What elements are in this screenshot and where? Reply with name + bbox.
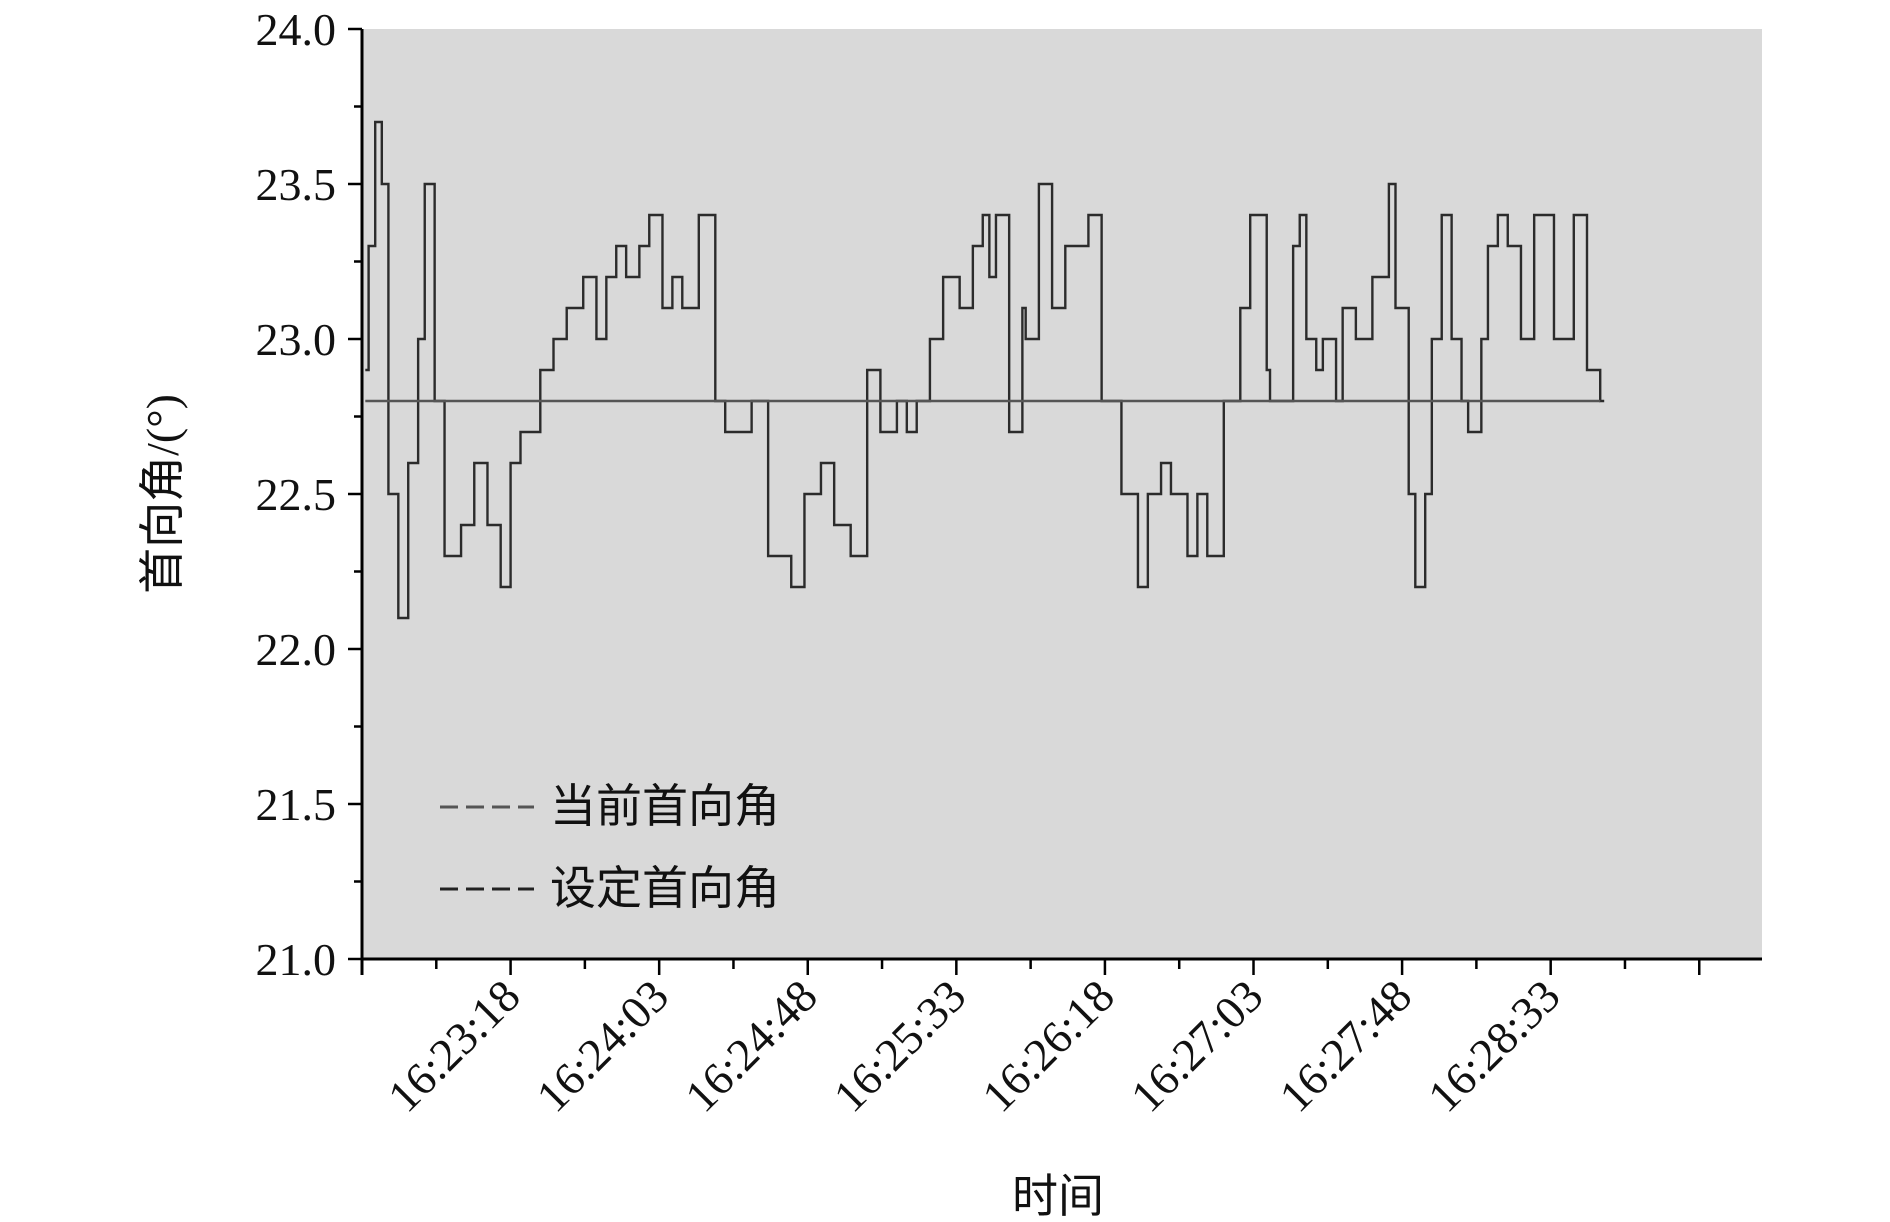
x-tick-label: 16:23:18 [378, 970, 530, 1122]
x-tick-label: 16:27:03 [1121, 970, 1273, 1122]
y-axis-label: 首向角/(°) [137, 394, 188, 594]
legend-label-setpoint: 设定首向角 [550, 863, 780, 914]
y-tick-label: 23.5 [256, 159, 337, 210]
y-tick-label: 24.0 [256, 4, 337, 55]
x-tick-label: 16:24:48 [675, 970, 827, 1122]
y-tick-label: 23.0 [256, 314, 337, 365]
x-tick-label: 16:25:33 [824, 970, 976, 1122]
series-layer [365, 120, 1605, 620]
legend-label-current: 当前首向角 [550, 781, 780, 832]
y-tick-label: 22.5 [256, 469, 337, 520]
x-tick-label: 16:26:18 [972, 970, 1124, 1122]
plot-area [362, 29, 1762, 959]
y-tick-label: 21.5 [256, 779, 337, 830]
y-tick-label: 22.0 [256, 624, 337, 675]
x-tick-label: 16:27:48 [1269, 970, 1421, 1122]
x-tick-label: 16:28:33 [1418, 970, 1570, 1122]
x-tick-label: 16:24:03 [527, 970, 679, 1122]
y-tick-label: 21.0 [256, 934, 337, 985]
series-line-current-heading [365, 120, 1605, 620]
x-axis-label: 时间 [1012, 1171, 1104, 1222]
legend: 当前首向角 设定首向角 [440, 781, 780, 914]
